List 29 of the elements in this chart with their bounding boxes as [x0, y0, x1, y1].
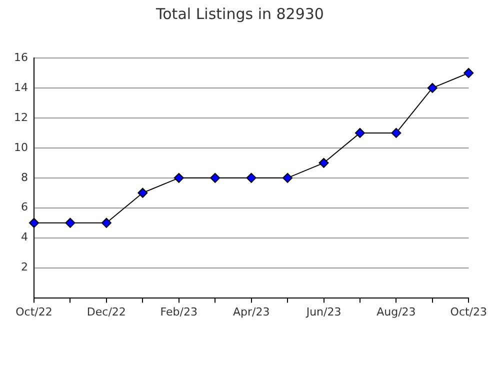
y-tick-label: 6 [20, 200, 28, 214]
x-tick-label: Feb/23 [160, 305, 198, 318]
point [210, 172, 220, 183]
point [246, 172, 256, 183]
point [427, 82, 438, 93]
x-tick-label: Oct/23 [450, 305, 488, 318]
point [464, 68, 474, 78]
point [391, 128, 402, 138]
x-tick-label: Apr/23 [232, 305, 270, 318]
y-tick-label: 2 [20, 260, 28, 274]
y-tick-label: 8 [20, 170, 28, 184]
point [65, 218, 76, 228]
x-tick-label: Dec/22 [86, 305, 126, 318]
point [138, 188, 148, 198]
point [101, 218, 112, 228]
chart-title: Total Listings in 82930 [155, 4, 324, 23]
x-tick-label: Aug/23 [376, 305, 416, 318]
y-tick-label: 4 [20, 230, 28, 244]
point [354, 128, 365, 138]
y-tick-label: 10 [14, 140, 28, 154]
point [28, 218, 39, 228]
x-tick-label: Oct/22 [16, 305, 52, 318]
y-tick-label: 16 [14, 50, 28, 64]
point [174, 172, 184, 183]
point [282, 172, 293, 183]
y-tick-label: 14 [14, 80, 28, 94]
y-tick-label: 12 [14, 110, 28, 124]
x-tick-label: Jun/23 [305, 305, 342, 318]
point [318, 158, 329, 168]
